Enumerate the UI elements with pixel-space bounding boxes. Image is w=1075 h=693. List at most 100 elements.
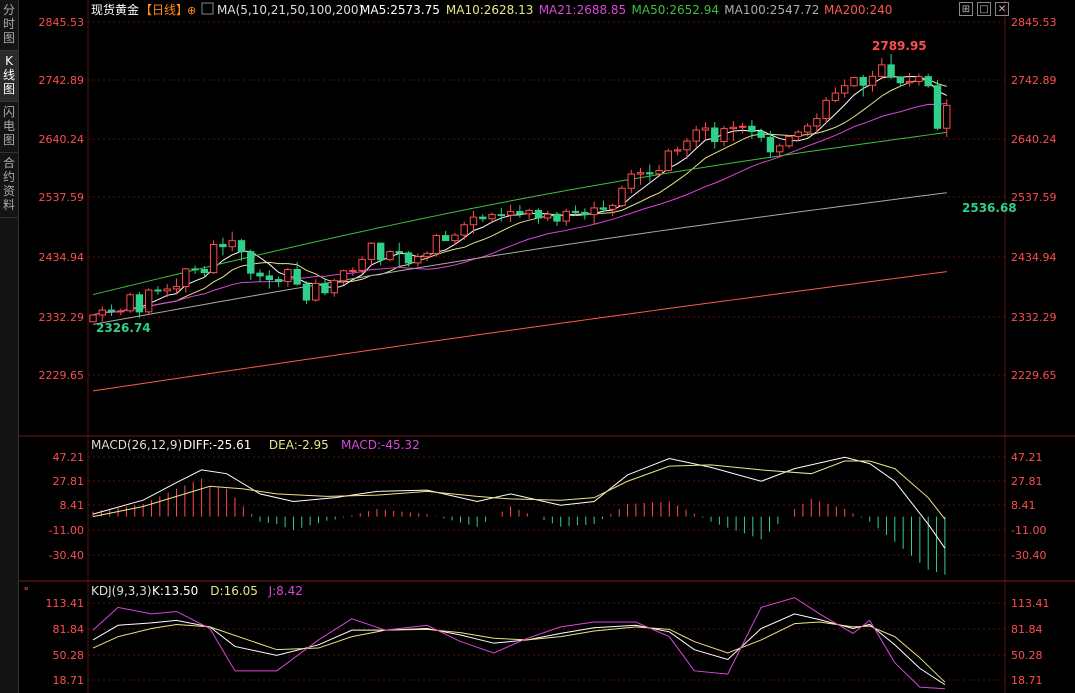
candle-body[interactable] [803, 125, 812, 133]
candle-body[interactable] [200, 269, 209, 274]
candle-body[interactable] [683, 140, 691, 151]
candle-body[interactable] [618, 187, 626, 207]
candle-body[interactable] [711, 127, 719, 143]
indicator-settings-icon[interactable]: ⚬ [22, 584, 30, 595]
candle-body[interactable] [905, 80, 914, 84]
candle-body[interactable] [868, 75, 877, 86]
tab-kline[interactable]: K线图 [0, 51, 18, 102]
candle-body[interactable] [525, 209, 533, 215]
candle-body[interactable] [813, 118, 821, 127]
candle-body[interactable] [144, 289, 153, 313]
tab-timeshare[interactable]: 分时图 [0, 0, 18, 51]
candle-body[interactable] [850, 76, 858, 87]
settings-icon[interactable]: ⊕ [187, 4, 196, 17]
expand-icon[interactable] [201, 2, 214, 15]
period-label[interactable]: 【日线】 [140, 3, 188, 17]
candle-body[interactable] [358, 258, 366, 271]
candle-body[interactable] [126, 294, 134, 312]
candle-body[interactable] [163, 288, 171, 292]
candle-body[interactable] [451, 234, 459, 242]
candle-body[interactable] [859, 76, 867, 86]
candle-body[interactable] [701, 127, 710, 131]
candle-body[interactable] [107, 309, 116, 312]
candle-body[interactable] [933, 85, 942, 129]
restore-icon[interactable]: ⊞ [959, 2, 973, 16]
candle-body[interactable] [785, 135, 793, 147]
candle-body[interactable] [720, 128, 728, 143]
candle-body[interactable] [469, 216, 478, 226]
candle-body[interactable] [887, 64, 895, 78]
candle-body[interactable] [497, 214, 506, 217]
candle-body[interactable] [766, 136, 775, 153]
candle-body[interactable] [831, 92, 840, 101]
candle-body[interactable] [488, 214, 496, 220]
candle-body[interactable] [330, 280, 338, 294]
candle-body[interactable] [395, 251, 403, 254]
candle-body[interactable] [757, 131, 765, 138]
candle-body[interactable] [692, 129, 700, 142]
candle-body[interactable] [915, 76, 923, 82]
candle-body[interactable] [386, 251, 394, 261]
candle-body[interactable] [571, 210, 580, 213]
candle-body[interactable] [460, 224, 468, 236]
candle-body[interactable] [655, 169, 663, 175]
candle-body[interactable] [376, 242, 385, 261]
candle-body[interactable] [636, 172, 645, 175]
candle-body[interactable] [265, 275, 274, 281]
candle-body[interactable] [98, 309, 106, 316]
candle-body[interactable] [89, 314, 97, 323]
candle-body[interactable] [664, 150, 673, 171]
candle-body[interactable] [191, 268, 199, 271]
candle-body[interactable] [321, 282, 329, 294]
candle-body[interactable] [432, 235, 441, 254]
candle-body[interactable] [822, 99, 830, 120]
candle-body[interactable] [544, 213, 552, 219]
candle-body[interactable] [943, 104, 951, 129]
candle-body[interactable] [673, 149, 682, 152]
candle-body[interactable] [608, 205, 617, 210]
candle-body[interactable] [423, 252, 431, 258]
candle-body[interactable] [590, 207, 598, 216]
candle-body[interactable] [349, 269, 357, 272]
candle-body[interactable] [840, 85, 849, 94]
candle-body[interactable] [219, 243, 227, 248]
candle-body[interactable] [506, 211, 515, 216]
tab-contract-info[interactable]: 合约资料 [0, 153, 18, 218]
maximize-icon[interactable]: □ [977, 2, 991, 16]
candle-body[interactable] [293, 269, 301, 285]
candle-body[interactable] [154, 289, 162, 292]
candle-body[interactable] [776, 145, 784, 153]
candle-body[interactable] [646, 172, 654, 175]
candle-body[interactable] [627, 173, 635, 189]
candle-body[interactable] [228, 240, 236, 248]
candle-body[interactable] [302, 283, 311, 301]
candle-body[interactable] [729, 126, 738, 130]
candlestick-series[interactable] [89, 53, 951, 323]
candle-body[interactable] [404, 252, 413, 264]
candle-body[interactable] [367, 242, 376, 260]
candle-body[interactable] [312, 282, 320, 301]
candle-body[interactable] [553, 213, 561, 222]
candle-body[interactable] [414, 256, 422, 264]
close-icon[interactable]: ✕ [995, 2, 1009, 16]
candle-body[interactable] [878, 64, 886, 77]
candle-body[interactable] [247, 251, 255, 274]
candle-body[interactable] [748, 125, 756, 133]
candle-body[interactable] [117, 310, 125, 313]
candle-body[interactable] [274, 279, 283, 283]
candle-body[interactable] [516, 211, 524, 215]
candle-body[interactable] [924, 76, 932, 87]
tab-flash[interactable]: 闪电图 [0, 102, 18, 153]
candle-body[interactable] [599, 207, 608, 210]
candle-body[interactable] [339, 270, 348, 282]
candle-body[interactable] [256, 272, 264, 277]
candle-body[interactable] [237, 240, 246, 253]
candle-body[interactable] [441, 235, 450, 242]
candle-body[interactable] [284, 269, 292, 283]
candle-body[interactable] [562, 210, 570, 222]
candle-body[interactable] [794, 131, 802, 137]
candle-body[interactable] [479, 216, 487, 220]
candle-body[interactable] [135, 294, 144, 313]
candle-body[interactable] [534, 209, 543, 219]
